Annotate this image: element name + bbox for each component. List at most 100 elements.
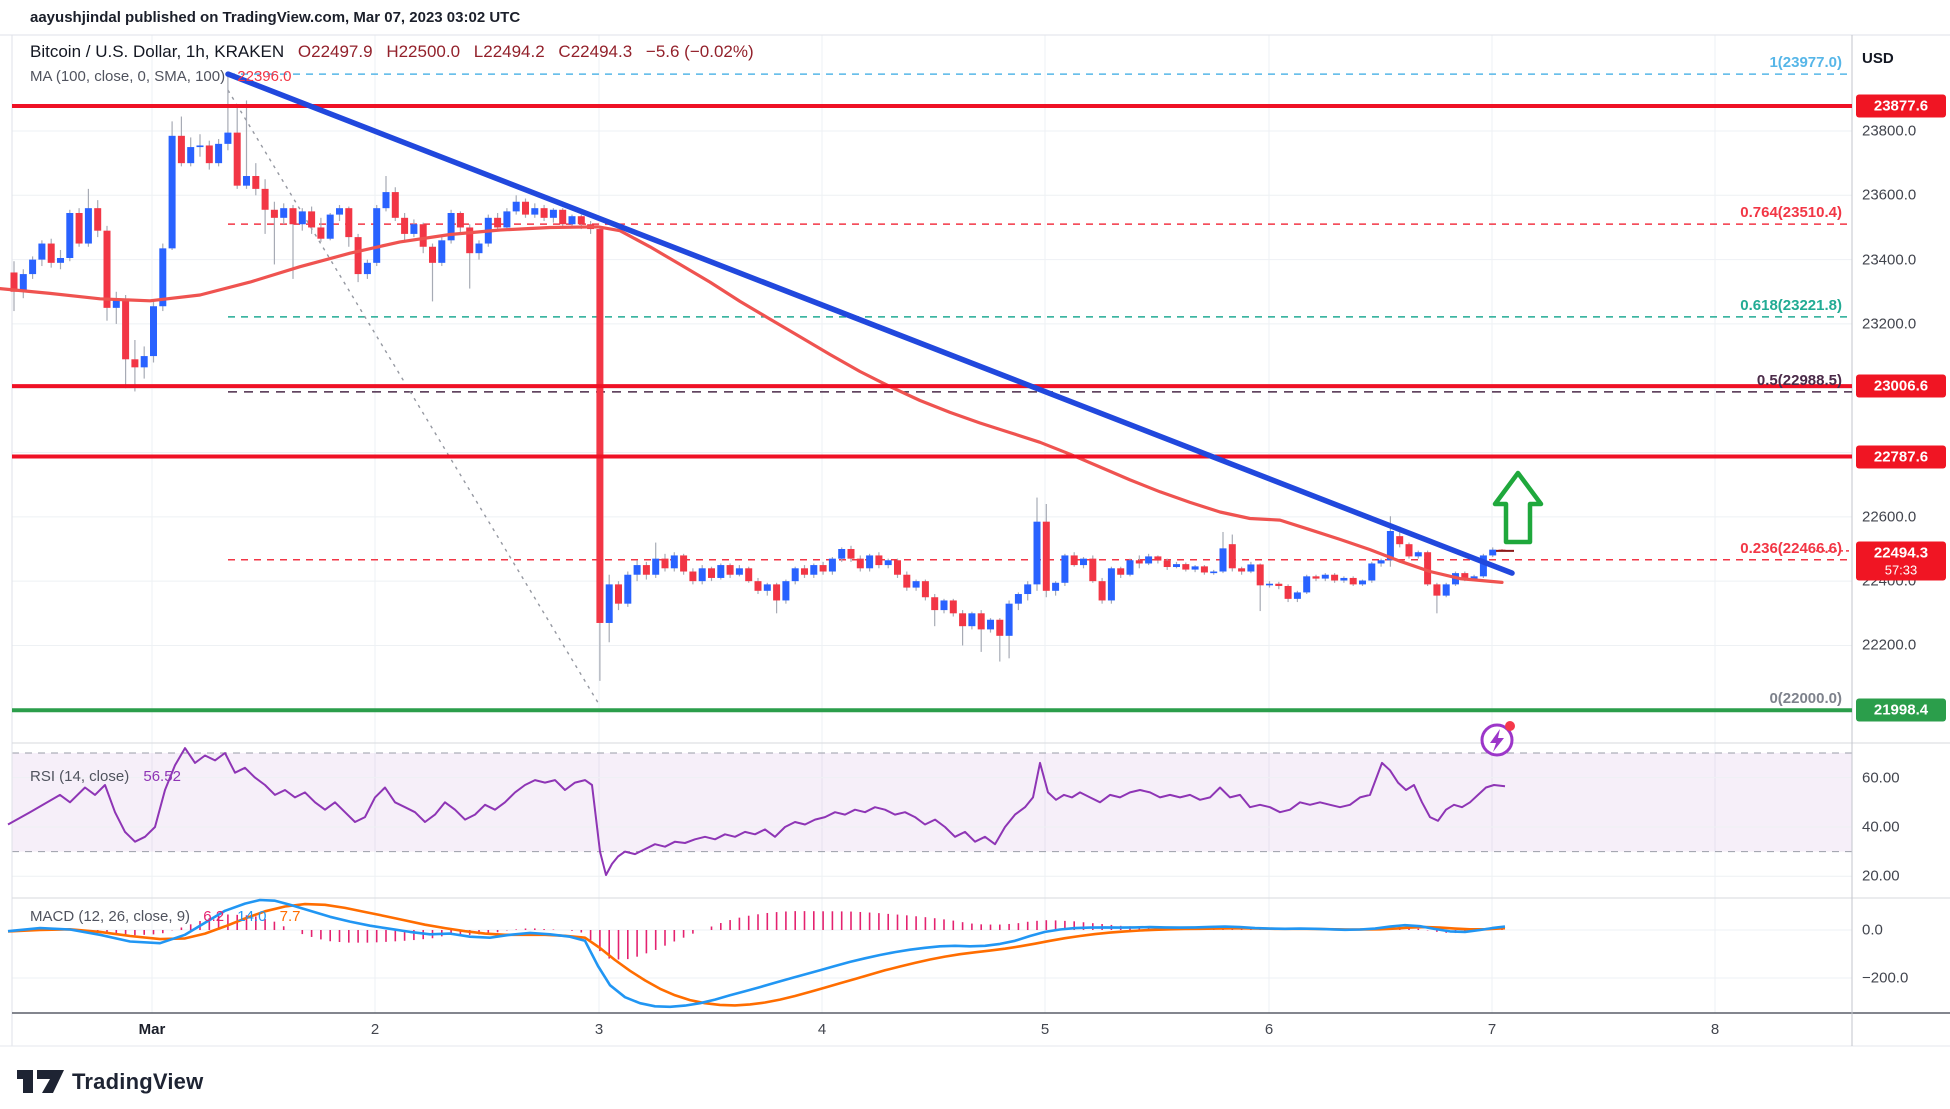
candle-body	[512, 201, 520, 212]
price-axis-currency: USD	[1862, 50, 1894, 67]
candle-body	[1349, 577, 1357, 585]
candle-body	[559, 209, 567, 225]
candle-body	[131, 359, 139, 368]
price-tick-label[interactable]: 22600.0	[1862, 508, 1917, 526]
candle-body	[1033, 521, 1041, 585]
candle-body	[270, 209, 278, 218]
price-tick-label[interactable]: 23200.0	[1862, 315, 1917, 333]
fib-level-label: 1(23977.0)	[1769, 54, 1842, 72]
ohlc-close: C22494.3	[558, 42, 633, 61]
price-level-badge: 22787.6	[1856, 445, 1946, 469]
candle-body	[466, 227, 474, 254]
time-axis-label[interactable]: 4	[817, 1021, 827, 1038]
candle-body	[224, 132, 232, 144]
candle-body	[819, 565, 827, 572]
price-tick-label[interactable]: 23600.0	[1862, 186, 1917, 204]
macd-tick-label[interactable]: 0.0	[1862, 921, 1883, 939]
ma-value: 22396.0	[237, 68, 292, 85]
time-axis-label[interactable]: 8	[1710, 1021, 1720, 1038]
flash-notification-dot	[1505, 721, 1515, 731]
candle-body	[1135, 560, 1143, 564]
candle-body	[680, 555, 688, 572]
candle-body	[1061, 555, 1069, 583]
candle-body	[1414, 552, 1422, 557]
time-axis-label[interactable]: 5	[1040, 1021, 1050, 1038]
macd-hist-value: 6.2	[203, 908, 225, 925]
candle-body	[1470, 576, 1478, 579]
candle-body	[1005, 603, 1013, 636]
candle-body	[75, 212, 83, 244]
candle-body	[642, 565, 650, 575]
price-tick-label[interactable]: 23800.0	[1862, 122, 1917, 140]
candle-body	[336, 208, 343, 215]
candle-body	[782, 581, 790, 601]
candle-body	[1107, 568, 1115, 601]
tradingview-logo-text: TradingView	[72, 1069, 204, 1094]
candle-body	[391, 192, 399, 218]
candle-body	[1052, 582, 1060, 591]
candle-body	[1042, 521, 1050, 591]
candle-body	[605, 584, 613, 623]
candle-body	[1293, 592, 1301, 599]
candle-body	[1163, 560, 1171, 568]
time-axis-label[interactable]: 2	[370, 1021, 380, 1038]
candle-body	[438, 240, 446, 263]
candle-body	[1024, 584, 1032, 595]
price-tick-label[interactable]: 23400.0	[1862, 251, 1917, 269]
candle-body	[1340, 577, 1348, 581]
candle-body	[661, 558, 669, 569]
rsi-tick-label[interactable]: 20.00	[1862, 867, 1900, 885]
candle-body	[1442, 584, 1450, 596]
candle-body	[531, 208, 539, 215]
rsi-tick-label[interactable]: 40.00	[1862, 818, 1900, 836]
rsi-tick-label[interactable]: 60.00	[1862, 769, 1900, 787]
candle-body	[1396, 536, 1404, 545]
candle-body	[1117, 568, 1125, 575]
candle-body	[429, 246, 436, 263]
candle-body	[670, 555, 678, 569]
candle-body	[838, 549, 846, 559]
time-axis-label[interactable]: 6	[1264, 1021, 1274, 1038]
candle-body	[959, 613, 967, 627]
time-axis-label[interactable]: 3	[594, 1021, 604, 1038]
candle-body	[1154, 556, 1162, 561]
candle-body	[931, 597, 939, 611]
ohlc-open: O22497.9	[297, 42, 373, 61]
candle-body	[577, 216, 585, 225]
flash-bolt-icon	[1490, 729, 1504, 752]
candle-body	[19, 274, 27, 292]
rsi-label: RSI (14, close)	[30, 768, 130, 785]
candle-body	[726, 565, 734, 575]
price-level-badge: 21998.4	[1856, 698, 1946, 722]
time-axis-label[interactable]: 7	[1487, 1021, 1497, 1038]
candle-body	[1126, 560, 1134, 575]
candle-body	[996, 619, 1004, 636]
fib-level-label: 0(22000.0)	[1769, 689, 1842, 707]
candle-body	[308, 211, 316, 228]
macd-tick-label[interactable]: −200.0	[1862, 969, 1909, 987]
candle-body	[1238, 568, 1246, 572]
price-tick-label[interactable]: 22200.0	[1862, 636, 1917, 654]
candle-body	[1014, 594, 1022, 604]
candle-body	[847, 549, 855, 559]
candle-body	[1368, 563, 1376, 581]
candle-body	[373, 208, 381, 263]
candle-body	[968, 613, 976, 627]
candle-body	[949, 600, 957, 614]
time-axis-label[interactable]: Mar	[138, 1021, 166, 1038]
candle-body	[233, 132, 241, 186]
tradingview-logo-icon	[17, 1070, 64, 1093]
rsi-value: 56.52	[143, 768, 181, 785]
candle-body	[298, 211, 306, 225]
candle-body	[196, 145, 204, 148]
candle-body	[1256, 564, 1264, 586]
macd-signal-value: 7.7	[279, 908, 301, 925]
up-arrow-icon	[1492, 470, 1544, 545]
fib-level-label: 0.618(23221.8)	[1740, 296, 1842, 314]
candle-body	[1247, 564, 1255, 572]
candle-body	[912, 581, 920, 588]
candle-body	[1479, 555, 1487, 577]
candle-body	[717, 565, 725, 578]
